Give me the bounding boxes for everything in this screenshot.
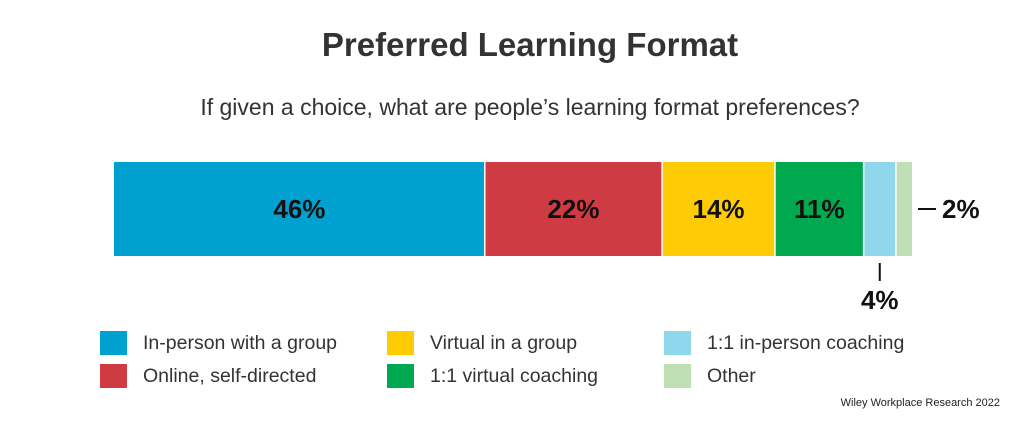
- legend-item-other: Other: [664, 363, 756, 389]
- bar-segment-virtual-coaching: [774, 162, 864, 256]
- legend-item-in-person-coaching: 1:1 in-person coaching: [664, 330, 904, 356]
- data-label-in-person-group: 46%: [273, 194, 325, 224]
- bar-segment-online-self-directed: [484, 162, 663, 256]
- source-note: Wiley Workplace Research 2022: [840, 397, 1000, 409]
- legend-item-in-person-group: In-person with a group: [100, 330, 337, 356]
- legend-label-other: Other: [707, 364, 756, 387]
- legend-label-online-self-directed: Online, self-directed: [143, 364, 317, 387]
- chart-title: Preferred Learning Format: [321, 26, 739, 63]
- legend: In-person with a group Online, self-dire…: [100, 328, 960, 398]
- legend-item-online-self-directed: Online, self-directed: [100, 363, 316, 389]
- legend-label-virtual-coaching: 1:1 virtual coaching: [430, 364, 599, 387]
- data-label-other: 2%: [942, 194, 980, 224]
- legend-label-in-person-coaching: 1:1 in-person coaching: [707, 331, 905, 354]
- legend-label-virtual-group: Virtual in a group: [430, 331, 578, 354]
- legend-swatch-online-self-directed: [100, 364, 127, 388]
- legend-label-in-person-group: In-person with a group: [143, 331, 338, 354]
- data-label-online-self-directed: 22%: [547, 194, 599, 224]
- legend-item-virtual-coaching: 1:1 virtual coaching: [387, 363, 598, 389]
- legend-swatch-virtual-group: [387, 331, 414, 355]
- legend-swatch-virtual-coaching: [387, 364, 414, 388]
- bar-segment-in-person-group: [114, 162, 485, 256]
- legend-swatch-other: [664, 364, 691, 388]
- bar-segment-virtual-group: [662, 162, 775, 256]
- chart-subtitle: If given a choice, what are people’s lea…: [200, 94, 860, 120]
- data-label-in-person-coaching: 4%: [861, 285, 899, 315]
- data-label-virtual-group: 14%: [693, 194, 745, 224]
- bar-segment-other: [895, 162, 912, 256]
- legend-swatch-in-person-group: [100, 331, 127, 355]
- bar-segment-in-person-coaching: [863, 162, 896, 256]
- legend-swatch-in-person-coaching: [664, 331, 691, 355]
- data-label-virtual-coaching: 11%: [794, 194, 845, 224]
- legend-item-virtual-group: Virtual in a group: [387, 330, 577, 356]
